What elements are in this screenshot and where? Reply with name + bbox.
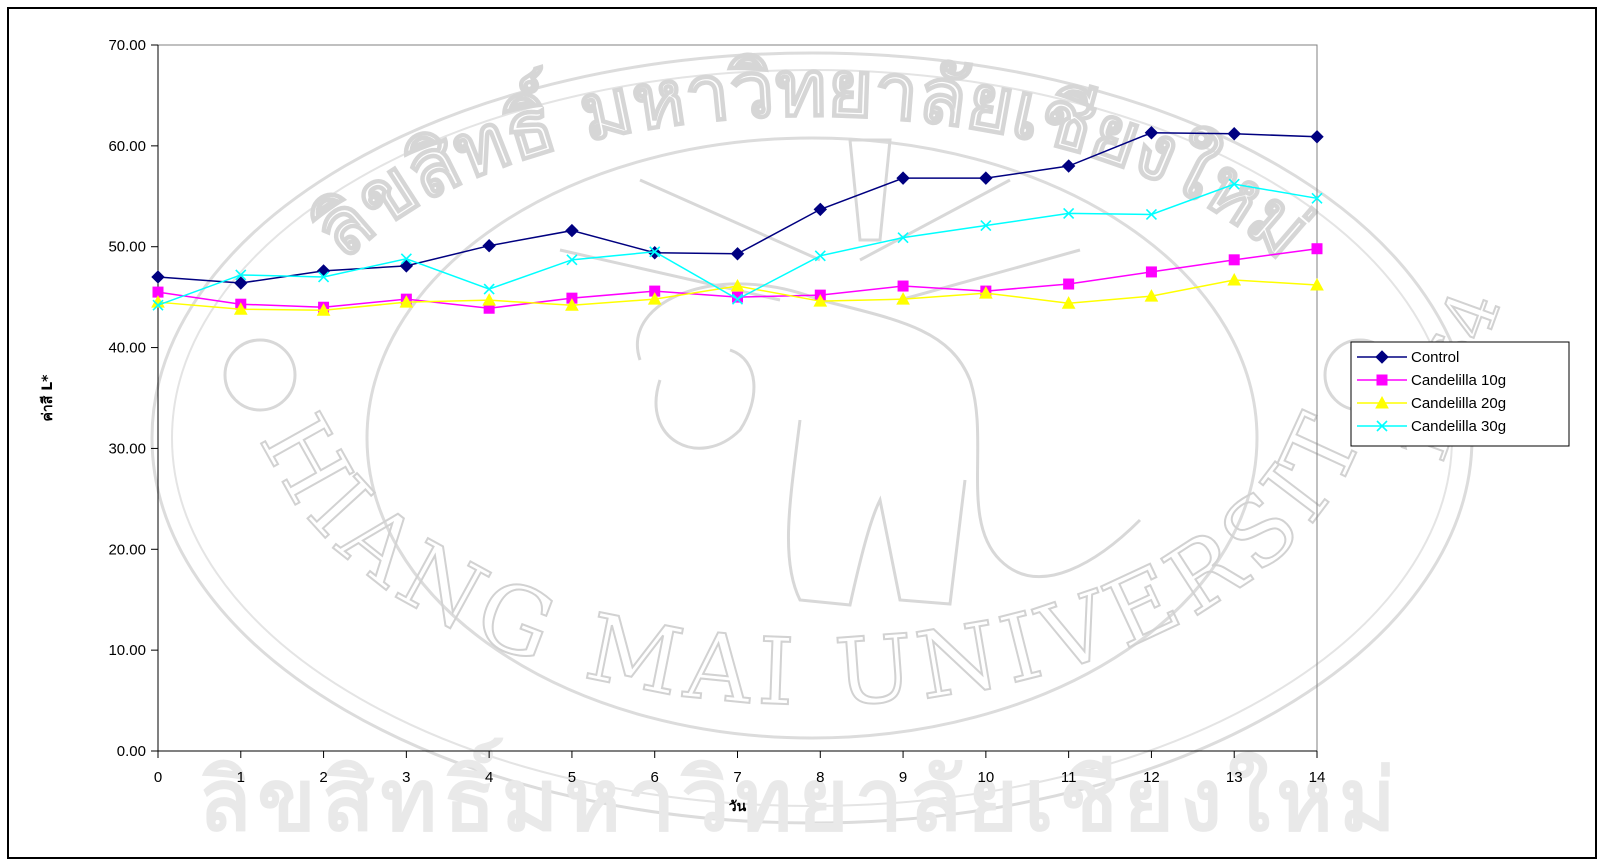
- data-point-control: [813, 202, 827, 217]
- data-point-candelilla-20g: [896, 292, 910, 305]
- y-axis-title: ค่าสี L*: [40, 374, 56, 422]
- y-tick-label: 40.00: [108, 340, 146, 357]
- data-point-candelilla-30g: [1228, 178, 1240, 190]
- data-point-candelilla-30g: [731, 293, 744, 305]
- data-point-candelilla-30g: [649, 246, 661, 258]
- legend-label: Candelilla 20g: [1411, 395, 1506, 412]
- y-tick-label: 30.00: [108, 440, 146, 457]
- data-point-candelilla-20g: [233, 302, 248, 315]
- data-point-candelilla-20g: [1061, 296, 1076, 309]
- data-point-candelilla-20g: [565, 298, 579, 311]
- data-point-candelilla-30g: [1063, 207, 1075, 219]
- legend-marker: [1375, 350, 1389, 364]
- x-tick-label: 2: [319, 769, 327, 786]
- x-tick-label: 9: [899, 769, 907, 786]
- data-point-candelilla-20g: [316, 303, 331, 316]
- data-point-control: [896, 171, 910, 185]
- watermark-thai-banner: ลิขสิทธิ์มหาวิทยาลัยเชียงใหม่: [198, 737, 1401, 851]
- data-point-candelilla-30g: [566, 254, 578, 266]
- data-point-candelilla-10g: [1063, 278, 1075, 290]
- data-point-control: [1227, 127, 1241, 141]
- data-point-control: [1144, 126, 1159, 140]
- data-point-candelilla-10g: [1311, 243, 1323, 255]
- legend-item-candelilla-20g: Candelilla 20g: [1357, 395, 1506, 412]
- data-point-control: [316, 264, 331, 278]
- x-tick-label: 3: [402, 769, 410, 786]
- data-point-candelilla-30g: [400, 253, 412, 265]
- chart-legend: Control Candelilla 10g Candelilla 20g Cande…: [1350, 341, 1570, 447]
- legend-marker: [1375, 395, 1389, 409]
- data-point-candelilla-10g: [897, 280, 909, 292]
- x-tick-label: 1: [237, 769, 245, 786]
- legend-item-candelilla-10g: Candelilla 10g: [1357, 372, 1506, 389]
- data-point-candelilla-20g: [1310, 277, 1324, 291]
- x-tick-label: 11: [1061, 769, 1077, 786]
- data-point-candelilla-20g: [482, 293, 496, 306]
- legend-item-control: Control: [1357, 349, 1459, 366]
- data-point-candelilla-20g: [730, 279, 745, 292]
- watermark-thai-arc: ลิขสิทธิ์ มหาวิทยาลัยเชียงใหม่: [296, 44, 1327, 276]
- legend-marker: [1376, 374, 1388, 386]
- data-point-control: [565, 223, 579, 238]
- data-point-control: [1310, 130, 1324, 144]
- legend-item-candelilla-30g: Candelilla 30g: [1357, 418, 1506, 435]
- seal-inner-ring: [365, 136, 1259, 740]
- x-tick-label: 12: [1143, 769, 1160, 786]
- data-point-candelilla-30g: [483, 283, 495, 295]
- x-tick-label: 8: [816, 769, 824, 786]
- x-tick-label: 13: [1226, 769, 1243, 786]
- data-point-candelilla-20g: [1144, 289, 1159, 302]
- data-point-candelilla-20g: [399, 295, 414, 308]
- data-point-candelilla-30g: [980, 219, 992, 232]
- legend-label: Candelilla 10g: [1411, 372, 1506, 389]
- data-point-control: [234, 276, 248, 290]
- x-tick-label: 6: [651, 769, 659, 786]
- data-point-control: [1061, 159, 1076, 173]
- x-tick-label: 7: [733, 769, 741, 786]
- y-tick-label: 10.00: [108, 642, 146, 659]
- legend-label: Candelilla 30g: [1411, 418, 1506, 435]
- y-tick-label: 60.00: [108, 138, 146, 155]
- data-point-candelilla-20g: [1227, 272, 1242, 286]
- data-point-candelilla-30g: [235, 269, 247, 281]
- x-tick-label: 0: [154, 769, 162, 786]
- data-point-candelilla-20g: [979, 286, 993, 299]
- series-candelilla-30g: [152, 178, 1323, 311]
- legend-marker: [1376, 420, 1388, 432]
- data-point-candelilla-30g: [318, 271, 330, 283]
- data-point-control: [151, 270, 165, 284]
- data-point-candelilla-20g: [647, 292, 662, 305]
- y-tick-label: 50.00: [108, 239, 146, 256]
- data-point-control: [730, 247, 745, 261]
- data-point-candelilla-30g: [1145, 208, 1157, 221]
- data-point-candelilla-20g: [813, 294, 828, 307]
- university-seal-watermark: CHIANG MAI UNIVERSITY 1964 ลิขสิทธิ์ มหา…: [0, 0, 1518, 851]
- y-tick-label: 20.00: [108, 541, 146, 558]
- data-point-control: [399, 259, 414, 273]
- data-point-candelilla-10g: [1145, 266, 1157, 278]
- data-point-control: [482, 238, 496, 253]
- x-tick-label: 4: [485, 769, 493, 786]
- data-point-candelilla-30g: [897, 232, 909, 244]
- chart-frame: [7, 7, 1597, 859]
- x-axis-title: วัน: [729, 799, 747, 815]
- data-point-candelilla-30g: [1311, 192, 1323, 204]
- y-tick-label: 70.00: [108, 37, 146, 54]
- x-tick-label: 10: [978, 769, 995, 786]
- legend-box: [1350, 341, 1570, 447]
- legend-label: Control: [1411, 349, 1459, 366]
- data-point-candelilla-30g: [152, 299, 164, 311]
- data-point-control: [979, 171, 993, 185]
- y-tick-label: 0.00: [117, 743, 146, 760]
- data-point-candelilla-30g: [814, 250, 826, 262]
- plot-area: 0.00 10.00 20.00 30.00 40.00 50.00 60.00 70.00 0…: [108, 37, 1325, 786]
- data-point-candelilla-10g: [1228, 254, 1240, 266]
- x-tick-label: 5: [568, 769, 576, 786]
- x-tick-label: 14: [1309, 769, 1326, 786]
